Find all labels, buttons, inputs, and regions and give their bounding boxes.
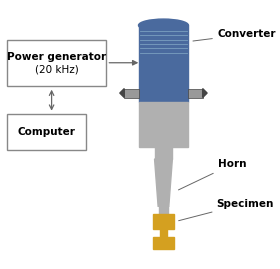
- Text: Converter: Converter: [193, 29, 276, 41]
- Polygon shape: [155, 159, 172, 206]
- Text: Horn: Horn: [178, 159, 246, 190]
- Ellipse shape: [139, 19, 188, 31]
- Text: (20 kHz): (20 kHz): [35, 65, 78, 75]
- Bar: [153, 214, 174, 229]
- Text: Power generator: Power generator: [7, 52, 106, 62]
- Bar: [160, 229, 167, 238]
- Bar: [188, 89, 203, 97]
- Bar: [159, 206, 168, 214]
- Bar: [8, 114, 86, 150]
- Bar: [155, 147, 172, 159]
- Bar: [153, 238, 174, 249]
- Polygon shape: [120, 89, 124, 97]
- Text: Computer: Computer: [18, 127, 76, 137]
- Bar: [8, 40, 106, 86]
- Text: Specimen: Specimen: [179, 199, 274, 221]
- Polygon shape: [203, 89, 207, 97]
- Bar: [124, 89, 139, 97]
- Bar: [139, 102, 188, 147]
- Bar: [139, 25, 188, 102]
